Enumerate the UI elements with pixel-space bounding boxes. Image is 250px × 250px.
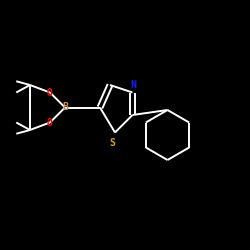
Text: O: O	[47, 118, 53, 128]
Text: S: S	[110, 138, 116, 147]
Text: O: O	[47, 88, 53, 98]
Text: N: N	[131, 80, 137, 90]
Text: B: B	[62, 102, 68, 113]
